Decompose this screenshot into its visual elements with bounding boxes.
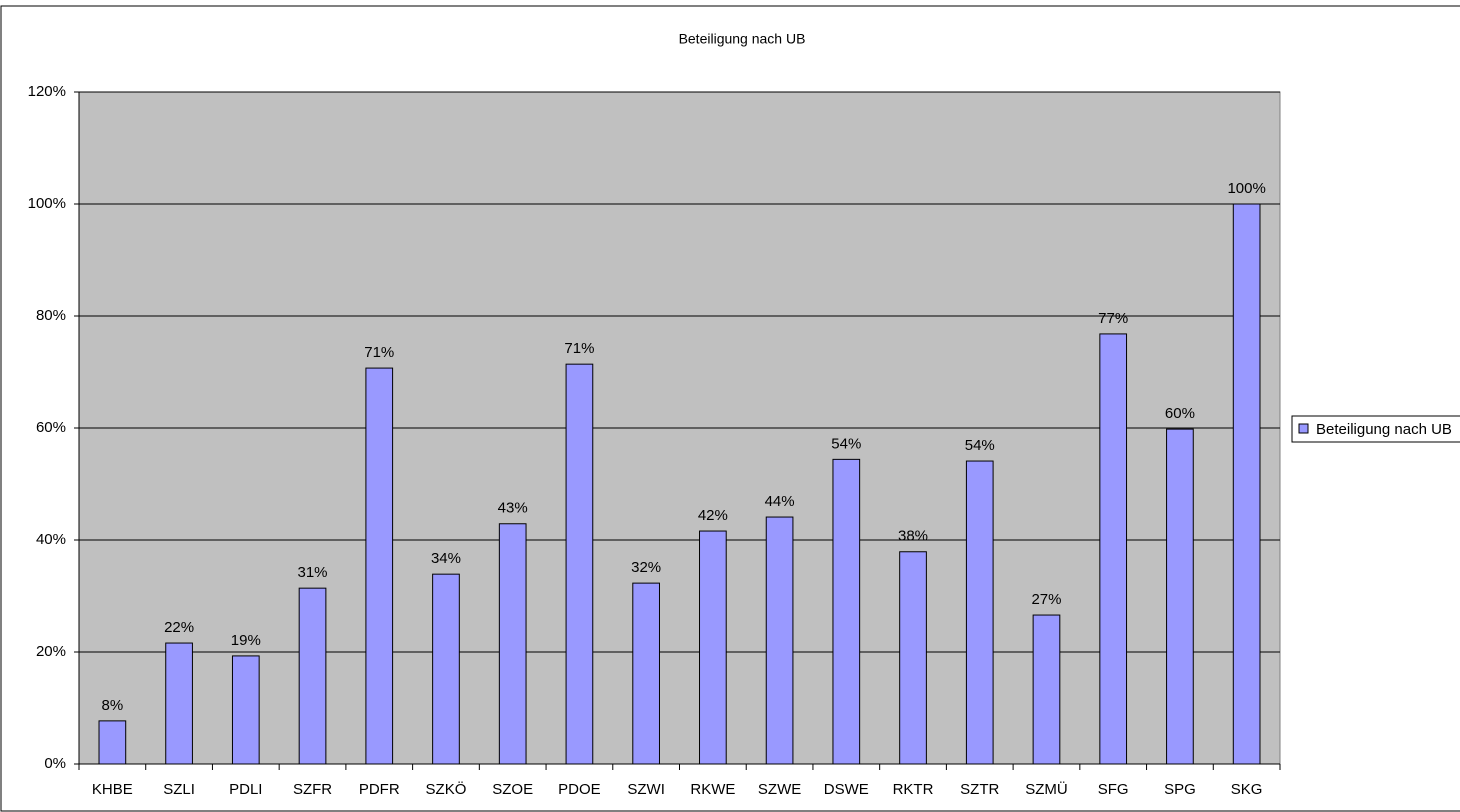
bar [1099, 333, 1128, 765]
data-label: 32% [631, 559, 661, 576]
x-tick-label: SZWE [758, 781, 801, 798]
data-label: 77% [1098, 310, 1128, 327]
x-tick-label: SFG [1098, 781, 1129, 798]
data-label: 19% [231, 632, 261, 649]
data-label: 27% [1031, 591, 1061, 608]
bar [298, 587, 327, 765]
x-tick-label: SZKÖ [426, 780, 467, 798]
x-tick-label: DSWE [824, 781, 869, 798]
x-tick-label: PDOE [558, 781, 601, 798]
bar [765, 516, 794, 765]
bar [432, 573, 460, 765]
data-label: 43% [498, 500, 528, 517]
bar [832, 458, 861, 765]
x-tick-label: SZLI [163, 781, 195, 798]
data-label: 31% [298, 564, 328, 581]
x-tick-label: PDFR [359, 781, 400, 798]
data-label: 100% [1227, 180, 1265, 197]
data-label: 8% [102, 697, 124, 714]
data-label: 71% [364, 344, 394, 361]
x-tick-label: SZFR [293, 781, 332, 798]
data-label: 60% [1165, 405, 1195, 422]
bar [1166, 428, 1194, 765]
y-tick-label: 60% [36, 419, 66, 436]
x-tick-label: SZTR [960, 781, 999, 798]
x-tick-label: SZOE [492, 781, 533, 798]
bar [165, 642, 193, 765]
data-label: 54% [831, 435, 861, 452]
y-tick-label: 100% [28, 195, 66, 212]
x-tick-label: SZWI [627, 781, 665, 798]
bar [632, 582, 660, 765]
data-label: 34% [431, 550, 461, 567]
bar [231, 655, 260, 765]
x-tick-label: SZMÜ [1025, 780, 1068, 798]
data-label: 54% [965, 437, 995, 454]
bar [565, 363, 594, 765]
bar [98, 720, 127, 765]
bar [899, 551, 927, 765]
y-tick-label: 80% [36, 307, 66, 324]
bar [1232, 203, 1261, 765]
bar [1032, 614, 1061, 765]
bar [498, 523, 527, 765]
bar [965, 460, 994, 765]
data-label: 42% [698, 507, 728, 524]
x-tick-label: SPG [1164, 781, 1196, 798]
y-tick-label: 120% [28, 83, 66, 100]
legend-label: Beteiligung nach UB [1316, 421, 1452, 438]
data-label: 71% [564, 340, 594, 357]
x-tick-label: RKWE [690, 781, 735, 798]
data-label: 44% [765, 493, 795, 510]
y-tick-label: 0% [44, 755, 66, 772]
data-label: 38% [898, 528, 928, 545]
legend-marker [1298, 423, 1309, 434]
bar [699, 530, 727, 765]
data-label: 22% [164, 619, 194, 636]
x-tick-label: KHBE [92, 781, 133, 798]
chart-title: Beteiligung nach UB [679, 31, 806, 47]
x-tick-label: PDLI [229, 781, 262, 798]
y-tick-label: 20% [36, 643, 66, 660]
x-tick-label: SKG [1231, 781, 1263, 798]
bar [365, 367, 394, 765]
y-tick-label: 40% [36, 531, 66, 548]
x-tick-label: RKTR [893, 781, 934, 798]
legend-box [1291, 415, 1460, 443]
